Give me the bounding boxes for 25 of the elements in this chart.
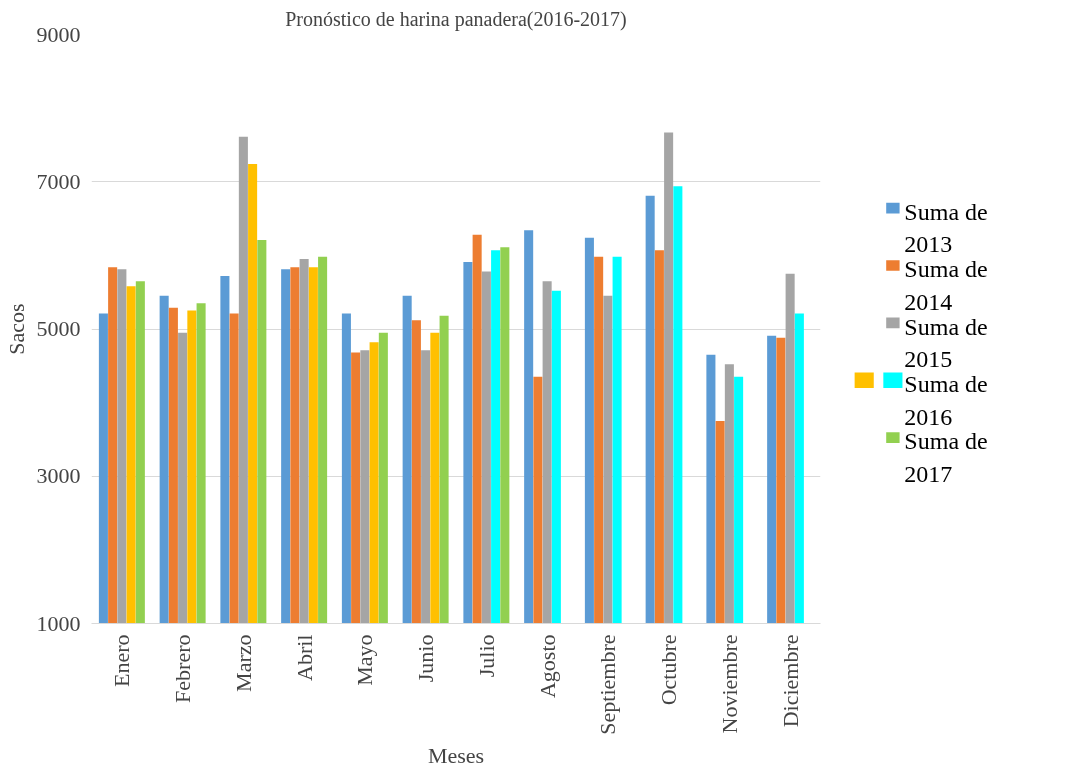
x-tick-label: Mayo bbox=[352, 634, 378, 686]
x-tick-label: Agosto bbox=[534, 634, 560, 699]
x-tick-label: Octubre bbox=[656, 634, 682, 706]
x-tick-label: Diciembre bbox=[777, 634, 803, 728]
chart-title: Pronóstico de harina panadera(2016-2017) bbox=[285, 7, 627, 31]
x-tick-label: Abril bbox=[291, 634, 317, 681]
y-tick-label: 7000 bbox=[36, 168, 81, 194]
x-axis-title: Meses bbox=[427, 742, 485, 768]
x-tick-label: Noviembre bbox=[716, 634, 742, 734]
legend-label: Suma de 2015 bbox=[904, 313, 988, 373]
x-tick-label: Septiembre bbox=[595, 634, 621, 735]
legend-label: Suma de 2014 bbox=[904, 256, 988, 315]
y-tick-label: 5000 bbox=[36, 316, 81, 341]
y-tick-label: 9000 bbox=[36, 21, 81, 47]
x-tick-label: Febrero bbox=[170, 634, 196, 703]
legend-label: Suma de 2016 bbox=[904, 371, 988, 430]
legend-label: Suma de 2013 bbox=[904, 198, 988, 258]
legend-label: Suma de 2017 bbox=[904, 428, 988, 487]
y-tick-label: 1000 bbox=[36, 610, 81, 636]
y-axis-title: Sacos bbox=[3, 303, 29, 355]
y-tick-label: 3000 bbox=[36, 463, 81, 489]
x-tick-label: Julio bbox=[473, 634, 499, 678]
x-tick-label: Marzo bbox=[230, 634, 256, 692]
x-tick-label: Enero bbox=[109, 634, 135, 688]
x-tick-label: Junio bbox=[413, 634, 439, 683]
